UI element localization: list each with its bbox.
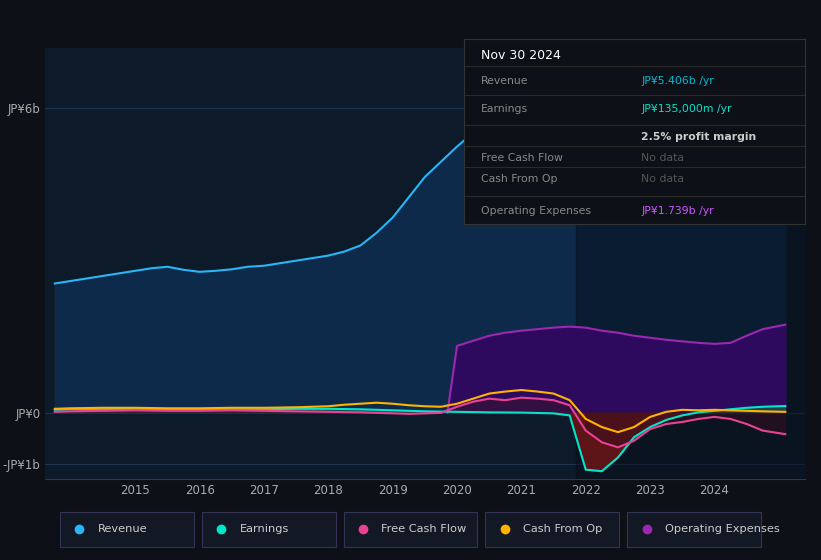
Text: JP¥1.739b /yr: JP¥1.739b /yr (641, 206, 713, 216)
Text: Cash From Op: Cash From Op (481, 174, 557, 184)
Text: Operating Expenses: Operating Expenses (481, 206, 591, 216)
Text: Revenue: Revenue (98, 524, 147, 534)
Text: Earnings: Earnings (481, 104, 528, 114)
FancyBboxPatch shape (202, 512, 336, 547)
Text: No data: No data (641, 174, 684, 184)
Text: Operating Expenses: Operating Expenses (665, 524, 780, 534)
Text: No data: No data (641, 153, 684, 164)
Bar (576, 48, 811, 479)
Text: 2.5% profit margin: 2.5% profit margin (641, 132, 756, 142)
Text: Free Cash Flow: Free Cash Flow (381, 524, 466, 534)
FancyBboxPatch shape (485, 512, 619, 547)
Text: Revenue: Revenue (481, 76, 529, 86)
Text: Earnings: Earnings (240, 524, 289, 534)
FancyBboxPatch shape (343, 512, 478, 547)
FancyBboxPatch shape (627, 512, 761, 547)
FancyBboxPatch shape (60, 512, 194, 547)
Text: Nov 30 2024: Nov 30 2024 (481, 49, 561, 62)
Text: Free Cash Flow: Free Cash Flow (481, 153, 562, 164)
Text: JP¥5.406b /yr: JP¥5.406b /yr (641, 76, 713, 86)
Text: Cash From Op: Cash From Op (523, 524, 603, 534)
Text: JP¥135,000m /yr: JP¥135,000m /yr (641, 104, 732, 114)
